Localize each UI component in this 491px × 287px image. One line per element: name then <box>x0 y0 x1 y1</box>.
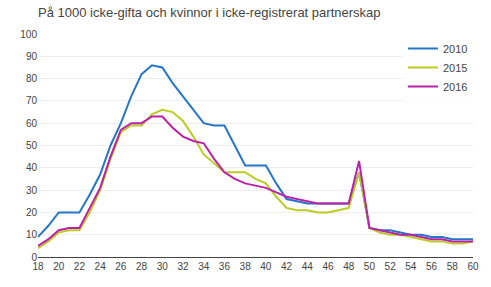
svg-text:54: 54 <box>405 261 417 272</box>
svg-text:40: 40 <box>26 162 38 173</box>
svg-text:2016: 2016 <box>443 81 467 93</box>
svg-text:46: 46 <box>322 261 334 272</box>
svg-text:2015: 2015 <box>443 62 467 74</box>
svg-text:60: 60 <box>26 118 38 129</box>
svg-text:20: 20 <box>53 261 65 272</box>
svg-text:56: 56 <box>426 261 438 272</box>
svg-text:40: 40 <box>260 261 272 272</box>
svg-text:100: 100 <box>20 29 37 40</box>
svg-text:32: 32 <box>177 261 189 272</box>
svg-text:58: 58 <box>447 261 459 272</box>
svg-text:På 1000 icke-gifta och kvinnor: På 1000 icke-gifta och kvinnor i icke-re… <box>38 5 381 20</box>
svg-text:36: 36 <box>219 261 231 272</box>
svg-text:38: 38 <box>240 261 252 272</box>
svg-text:52: 52 <box>385 261 397 272</box>
svg-text:50: 50 <box>364 261 376 272</box>
svg-text:0: 0 <box>31 252 37 263</box>
svg-text:20: 20 <box>26 207 38 218</box>
svg-text:80: 80 <box>26 73 38 84</box>
svg-text:34: 34 <box>198 261 210 272</box>
svg-text:30: 30 <box>26 185 38 196</box>
svg-text:70: 70 <box>26 95 38 106</box>
svg-text:26: 26 <box>115 261 127 272</box>
svg-text:90: 90 <box>26 51 38 62</box>
svg-text:18: 18 <box>32 261 44 272</box>
svg-text:22: 22 <box>74 261 86 272</box>
svg-text:50: 50 <box>26 140 38 151</box>
svg-text:24: 24 <box>95 261 107 272</box>
svg-text:44: 44 <box>302 261 314 272</box>
svg-text:10: 10 <box>26 229 38 240</box>
svg-text:30: 30 <box>157 261 169 272</box>
svg-text:60: 60 <box>467 261 479 272</box>
svg-text:48: 48 <box>343 261 355 272</box>
svg-text:28: 28 <box>136 261 148 272</box>
svg-text:2010: 2010 <box>443 43 467 55</box>
svg-text:42: 42 <box>281 261 293 272</box>
